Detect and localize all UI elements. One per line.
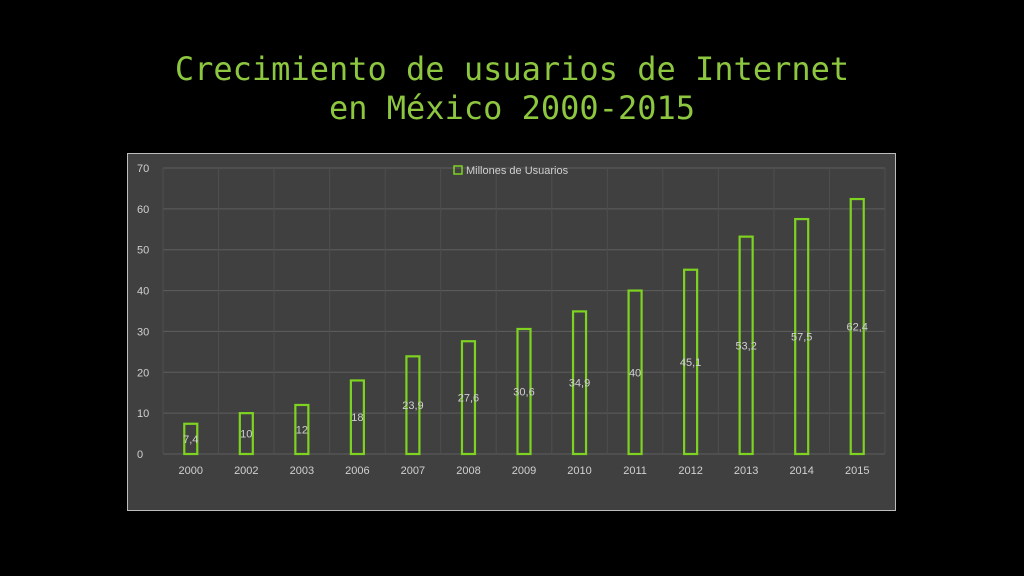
y-tick-label: 40 xyxy=(137,286,149,298)
bar xyxy=(849,197,865,456)
title-line-2: en México 2000-2015 xyxy=(328,89,696,127)
x-tick-label: 2012 xyxy=(678,465,702,477)
bar xyxy=(349,379,365,456)
x-tick-label: 2011 xyxy=(623,465,647,477)
data-label: 18 xyxy=(351,412,363,424)
x-tick-label: 2006 xyxy=(345,465,369,477)
data-label: 10 xyxy=(240,429,252,441)
data-label: 12 xyxy=(296,424,308,436)
bar xyxy=(516,327,532,456)
data-label: 53,2 xyxy=(735,340,756,352)
data-label: 30,6 xyxy=(513,386,534,398)
bar-chart: 0 10 20 30 40 50 60 70 7,4 2000 10 2002 12 2003 18 2006… xyxy=(137,163,886,477)
bar xyxy=(794,217,810,456)
legend-label: Millones de Usuarios xyxy=(466,165,569,177)
bar xyxy=(683,268,699,456)
x-tick-label: 2013 xyxy=(734,465,758,477)
y-tick-label: 0 xyxy=(137,449,143,461)
x-tick-label: 2010 xyxy=(567,465,591,477)
data-label: 27,6 xyxy=(458,393,479,405)
bar xyxy=(627,289,643,456)
title-line-1: Crecimiento de usuarios de Internet xyxy=(174,50,850,88)
x-tick-label: 2009 xyxy=(512,465,536,477)
bar xyxy=(738,235,754,456)
x-tick-label: 2003 xyxy=(290,465,314,477)
y-tick-label: 20 xyxy=(137,367,149,379)
x-tick-label: 2008 xyxy=(456,465,480,477)
legend-swatch xyxy=(453,165,463,175)
page-title: Crecimiento de usuarios de Internet en M… xyxy=(0,50,1024,128)
x-tick-label: 2000 xyxy=(179,465,203,477)
data-label: 40 xyxy=(629,367,641,379)
bar xyxy=(571,310,588,456)
chart-panel: 0 10 20 30 40 50 60 70 7,4 2000 10 2002 12 2003 18 2006… xyxy=(127,153,896,511)
x-tick-label: 2014 xyxy=(789,465,813,477)
x-tick-label: 2002 xyxy=(234,465,258,477)
data-label: 57,5 xyxy=(791,332,812,344)
y-tick-label: 60 xyxy=(137,204,149,216)
bar xyxy=(183,422,199,456)
data-label: 45,1 xyxy=(680,357,701,369)
data-label: 7,4 xyxy=(183,434,198,446)
x-tick-label: 2007 xyxy=(401,465,425,477)
bar xyxy=(294,403,310,456)
data-label: 23,9 xyxy=(402,400,423,412)
y-tick-label: 50 xyxy=(137,245,149,257)
y-tick-label: 70 xyxy=(137,163,149,175)
x-tick-label: 2015 xyxy=(845,465,869,477)
y-tick-label: 10 xyxy=(137,408,149,420)
data-label: 62,4 xyxy=(847,322,868,334)
bar xyxy=(238,412,254,456)
bar xyxy=(460,340,477,456)
data-label: 34,9 xyxy=(569,378,590,390)
bar xyxy=(405,355,421,456)
y-tick-label: 30 xyxy=(137,326,149,338)
